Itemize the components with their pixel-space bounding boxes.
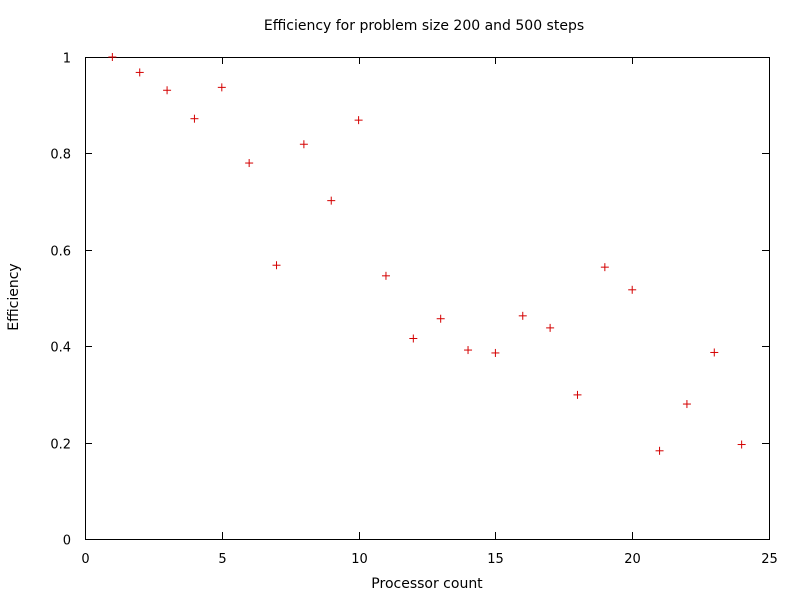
- data-point: [190, 114, 199, 123]
- x-tick-label: 25: [761, 552, 778, 567]
- data-point: [217, 83, 226, 92]
- data-point: [600, 263, 609, 272]
- data-point: [436, 314, 445, 323]
- data-point: [381, 271, 390, 280]
- data-point: [272, 261, 281, 270]
- y-tick-label: 0.6: [50, 245, 71, 260]
- data-point: [710, 348, 719, 357]
- data-points: [108, 53, 746, 455]
- data-point: [682, 400, 691, 409]
- chart-title: Efficiency for problem size 200 and 500 …: [263, 18, 585, 34]
- x-tick-label: 5: [218, 552, 226, 567]
- y-tick-label: 0.4: [50, 341, 71, 356]
- data-point: [546, 323, 555, 332]
- data-point: [108, 53, 117, 61]
- x-tick-label: 20: [624, 552, 641, 567]
- data-point: [409, 334, 418, 343]
- data-point: [245, 159, 254, 168]
- data-point: [163, 86, 172, 95]
- x-axis-label: Processor count: [371, 576, 483, 592]
- data-point: [464, 346, 473, 355]
- data-point: [354, 116, 363, 125]
- x-tick-label: 15: [487, 552, 504, 567]
- y-tick-label: 0.8: [50, 148, 71, 163]
- data-point: [135, 68, 144, 77]
- data-point: [573, 390, 582, 399]
- y-tick-label: 0: [63, 534, 71, 549]
- data-point: [655, 446, 664, 455]
- plot-frame: [85, 57, 770, 540]
- data-point: [628, 285, 637, 294]
- data-point: [327, 196, 336, 205]
- data-point: [518, 311, 527, 320]
- x-tick-label: 0: [81, 552, 89, 567]
- axis-ticks: 0 5 10 15 20 25 0 0.2 0.4 0.6 0.8 1: [50, 52, 777, 568]
- data-point: [737, 440, 746, 449]
- x-tick-label: 10: [351, 552, 368, 567]
- y-tick-label: 1: [63, 52, 71, 67]
- data-point: [491, 348, 500, 357]
- data-point: [299, 140, 308, 149]
- y-tick-label: 0.2: [50, 438, 71, 453]
